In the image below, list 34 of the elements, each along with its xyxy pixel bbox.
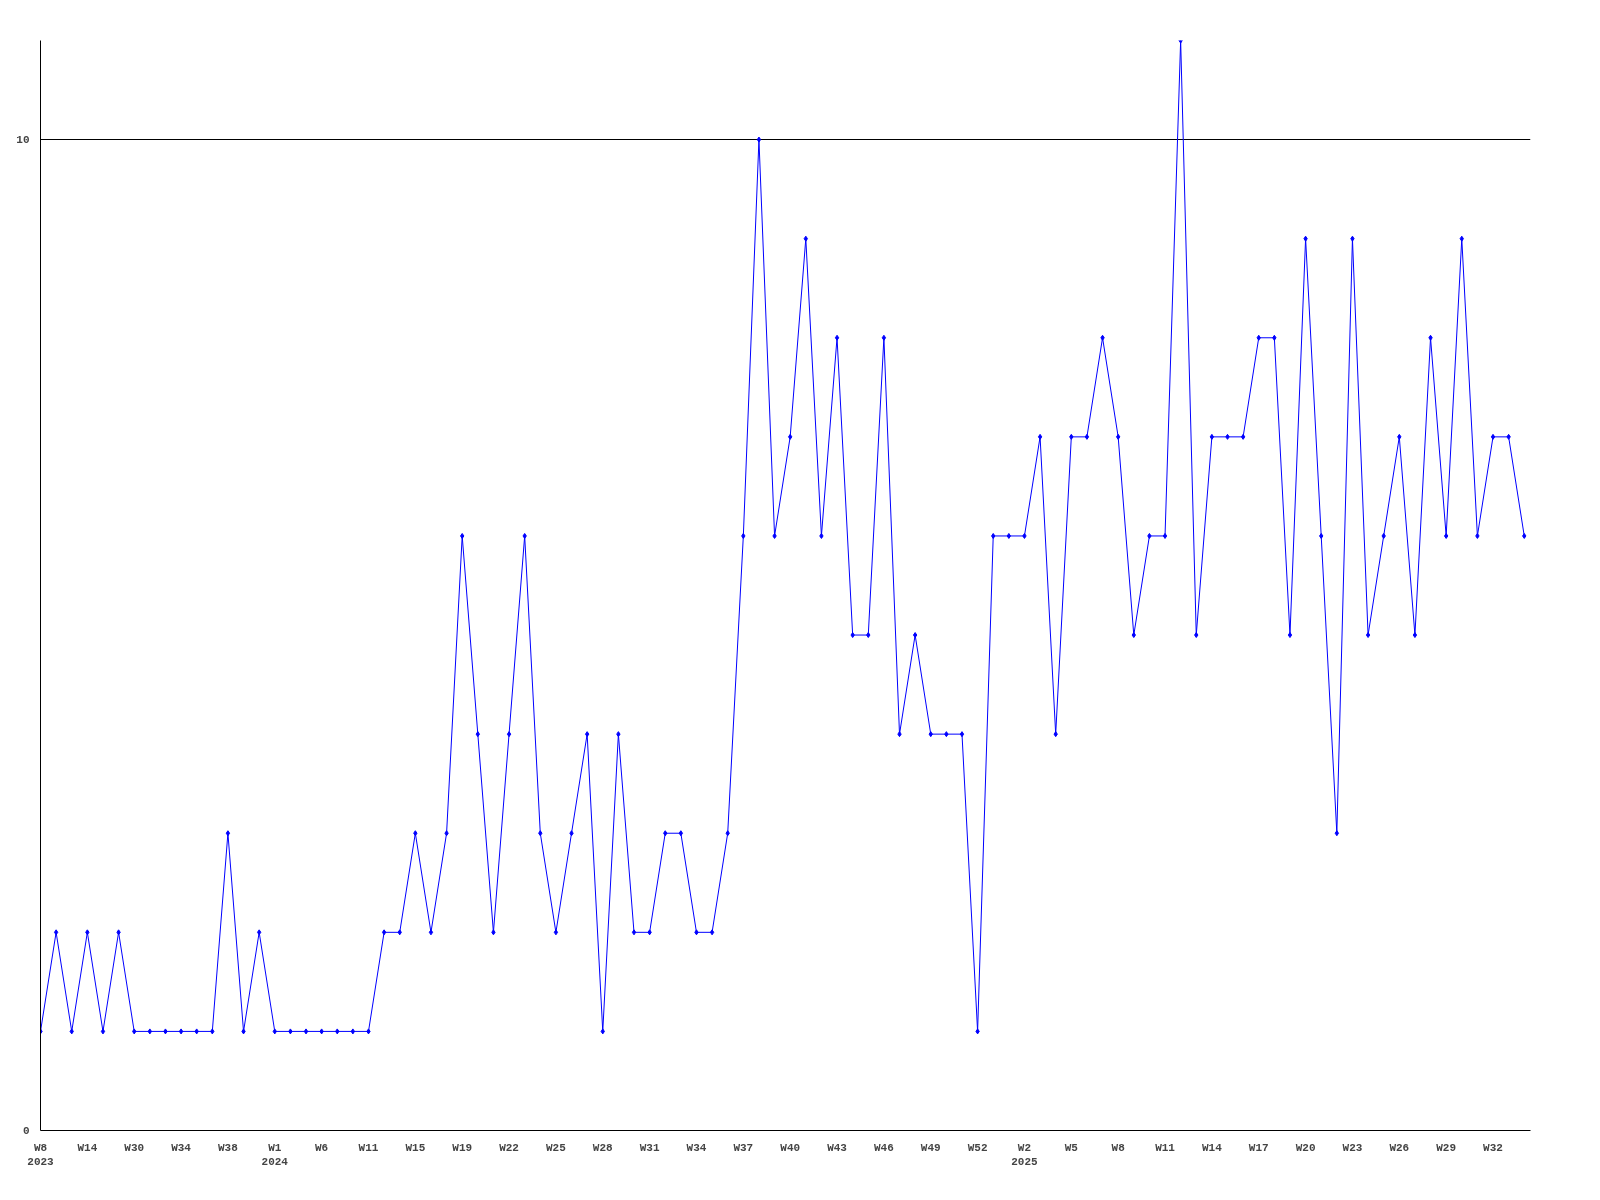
x-tick-label: W14 (1201, 1141, 1223, 1154)
x-tick-label: W5 (1064, 1141, 1079, 1154)
x-tick-label: W31 (639, 1141, 660, 1154)
x-tick-label: W32 (1483, 1141, 1503, 1154)
x-tick-label: W20 (1295, 1141, 1316, 1154)
x-tick-label: W40 (780, 1141, 801, 1154)
x-tick-label: W26 (1389, 1141, 1410, 1154)
x-tick-label: W8 2023 (27, 1141, 55, 1168)
x-tick-label: W19 (452, 1141, 473, 1154)
x-tick-label: W46 (873, 1141, 894, 1154)
x-tick-label: W34 (686, 1141, 707, 1154)
y-tick-label: 0 (22, 1125, 30, 1137)
x-tick-label: W8 (1111, 1141, 1126, 1154)
x-tick-label: W37 (733, 1141, 754, 1154)
x-tick-label: W34 (171, 1141, 192, 1154)
x-tick-label: W25 (546, 1141, 567, 1154)
x-tick-label: W14 (77, 1141, 98, 1154)
x-tick-label: W17 (1248, 1141, 1269, 1154)
x-tick-label: W22 (499, 1141, 519, 1154)
x-tick-label: W38 (218, 1141, 239, 1154)
x-tick-label: W1 2024 (261, 1141, 289, 1168)
x-tick-label: W23 (1342, 1141, 1363, 1154)
x-tick-label: W49 (920, 1141, 941, 1154)
x-tick-label: W11 (1155, 1141, 1176, 1154)
x-tick-label: W28 (592, 1141, 614, 1154)
x-tick-label: W15 (405, 1141, 426, 1154)
x-tick-label: W2 2025 (1011, 1141, 1039, 1168)
x-tick-label: W29 (1436, 1141, 1457, 1154)
x-tick-label: W30 (124, 1141, 145, 1154)
x-tick-label: W52 (967, 1141, 988, 1154)
x-tick-label: W6 (315, 1141, 329, 1154)
x-tick-label: W43 (827, 1141, 848, 1154)
x-tick-label: W11 (358, 1141, 379, 1154)
y-tick-label: 10 (16, 134, 30, 147)
